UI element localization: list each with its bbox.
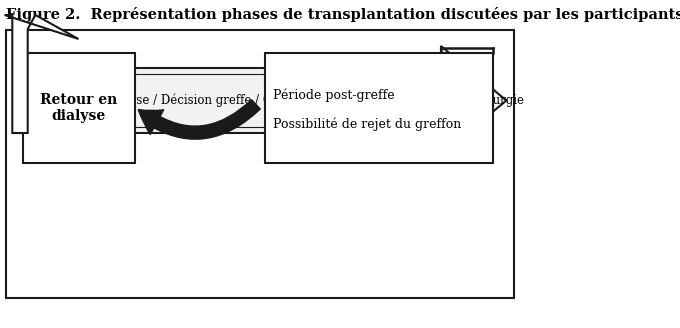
Bar: [23, 53, 135, 163]
Bar: [6, 30, 514, 298]
Text: Hx médicale / Dialyse / Décision greffe / Candidature / Attente / Annonce / Chir: Hx médicale / Dialyse / Décision greffe …: [20, 94, 524, 107]
Polygon shape: [5, 15, 78, 133]
Polygon shape: [14, 46, 507, 155]
FancyArrowPatch shape: [138, 100, 260, 139]
Bar: [265, 53, 492, 163]
Text: Retour en
dialyse: Retour en dialyse: [40, 93, 118, 123]
Text: Possibilité de rejet du greffon: Possibilité de rejet du greffon: [273, 118, 462, 131]
Text: Période post-greffe: Période post-greffe: [273, 88, 395, 102]
Text: Figure 2.  Représentation phases de transplantation discutées par les participan: Figure 2. Représentation phases de trans…: [6, 7, 680, 22]
